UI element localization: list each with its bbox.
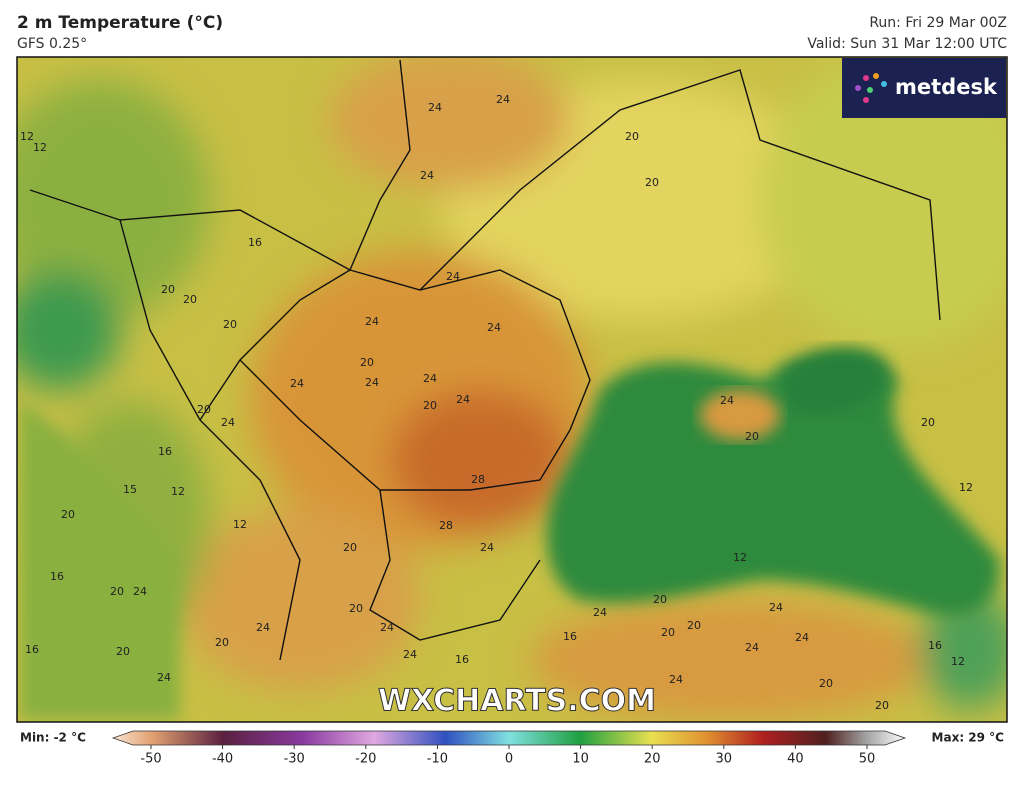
contour-label: 20 — [110, 585, 124, 598]
contour-label: 20 — [645, 176, 659, 189]
contour-label: 16 — [158, 445, 172, 458]
contour-label: 20 — [349, 602, 363, 615]
contour-label: 12 — [233, 518, 247, 531]
contour-label: 28 — [471, 473, 485, 486]
contour-label: 20 — [223, 318, 237, 331]
contour-label: 24 — [446, 270, 460, 283]
contour-label: 12 — [171, 485, 185, 498]
colorbar-tick-label: 20 — [644, 752, 661, 767]
contour-label: 20 — [161, 283, 175, 296]
logo-text: metdesk — [895, 75, 998, 99]
contour-label: 20 — [116, 645, 130, 658]
contour-label: 24 — [157, 671, 171, 684]
min-label: Min: -2 °C — [20, 731, 86, 745]
contour-label: 20 — [183, 293, 197, 306]
colorbar-tick-label: 0 — [505, 752, 513, 767]
contour-label: 24 — [496, 93, 510, 106]
contour-label: 24 — [423, 372, 437, 385]
contour-label: 20 — [687, 619, 701, 632]
contour-label: 24 — [720, 394, 734, 407]
map-frame — [16, 56, 1008, 723]
contour-label: 20 — [875, 699, 889, 712]
contour-label: 20 — [360, 356, 374, 369]
contour-label: 20 — [343, 541, 357, 554]
colorbar-tick-label: -10 — [427, 752, 448, 767]
contour-label: 24 — [380, 621, 394, 634]
contour-label: 24 — [365, 315, 379, 328]
contour-label: 20 — [653, 593, 667, 606]
contour-label: 24 — [403, 648, 417, 661]
colorbar-tick-label: -40 — [212, 752, 233, 767]
colorbar — [111, 730, 907, 746]
contour-label: 20 — [745, 430, 759, 443]
contour-label: 24 — [420, 169, 434, 182]
contour-label: 24 — [221, 416, 235, 429]
contour-label: 20 — [215, 636, 229, 649]
contour-label: 24 — [290, 377, 304, 390]
contour-label: 12 — [733, 551, 747, 564]
logo-icon — [855, 73, 887, 103]
subtitle: GFS 0.25° — [17, 36, 87, 52]
contour-label: 16 — [455, 653, 469, 666]
contour-label: 20 — [625, 130, 639, 143]
contour-label: 24 — [487, 321, 501, 334]
contour-label: 20 — [921, 416, 935, 429]
watermark: WXCHARTS.COM — [378, 684, 656, 719]
contour-label: 20 — [61, 508, 75, 521]
contour-label: 24 — [769, 601, 783, 614]
colorbar-tick-label: 30 — [716, 752, 733, 767]
contour-label: 12 — [959, 481, 973, 494]
colorbar-tick-label: 40 — [787, 752, 804, 767]
contour-label: 24 — [795, 631, 809, 644]
contour-label: 24 — [365, 376, 379, 389]
contour-label: 24 — [428, 101, 442, 114]
contour-label: 20 — [819, 677, 833, 690]
run: Run: Fri 29 Mar 00Z — [869, 15, 1007, 31]
contour-label: 12 — [20, 130, 34, 143]
contour-label: 24 — [133, 585, 147, 598]
max-label: Max: 29 °C — [932, 731, 1005, 745]
title: 2 m Temperature (°C) — [17, 13, 223, 33]
contour-label: 16 — [563, 630, 577, 643]
contour-label: 12 — [951, 655, 965, 668]
contour-label: 24 — [669, 673, 683, 686]
contour-label: 16 — [928, 639, 942, 652]
colorbar-tick-label: -30 — [284, 752, 305, 767]
contour-label: 24 — [456, 393, 470, 406]
colorbar-tick-label: -20 — [355, 752, 376, 767]
contour-label: 12 — [33, 141, 47, 154]
contour-label: 20 — [197, 403, 211, 416]
contour-label: 16 — [50, 570, 64, 583]
colorbar-tick-label: -50 — [140, 752, 161, 767]
contour-label: 28 — [439, 519, 453, 532]
contour-label: 20 — [423, 399, 437, 412]
contour-label: 24 — [593, 606, 607, 619]
contour-label: 24 — [480, 541, 494, 554]
contour-label: 20 — [661, 626, 675, 639]
contour-label: 24 — [256, 621, 270, 634]
contour-label: 24 — [745, 641, 759, 654]
contour-label: 16 — [248, 236, 262, 249]
contour-label: 16 — [25, 643, 39, 656]
valid: Valid: Sun 31 Mar 12:00 UTC — [807, 36, 1007, 52]
colorbar-tick-label: 10 — [572, 752, 589, 767]
colorbar-tick-label: 50 — [859, 752, 876, 767]
contour-label: 15 — [123, 483, 137, 496]
